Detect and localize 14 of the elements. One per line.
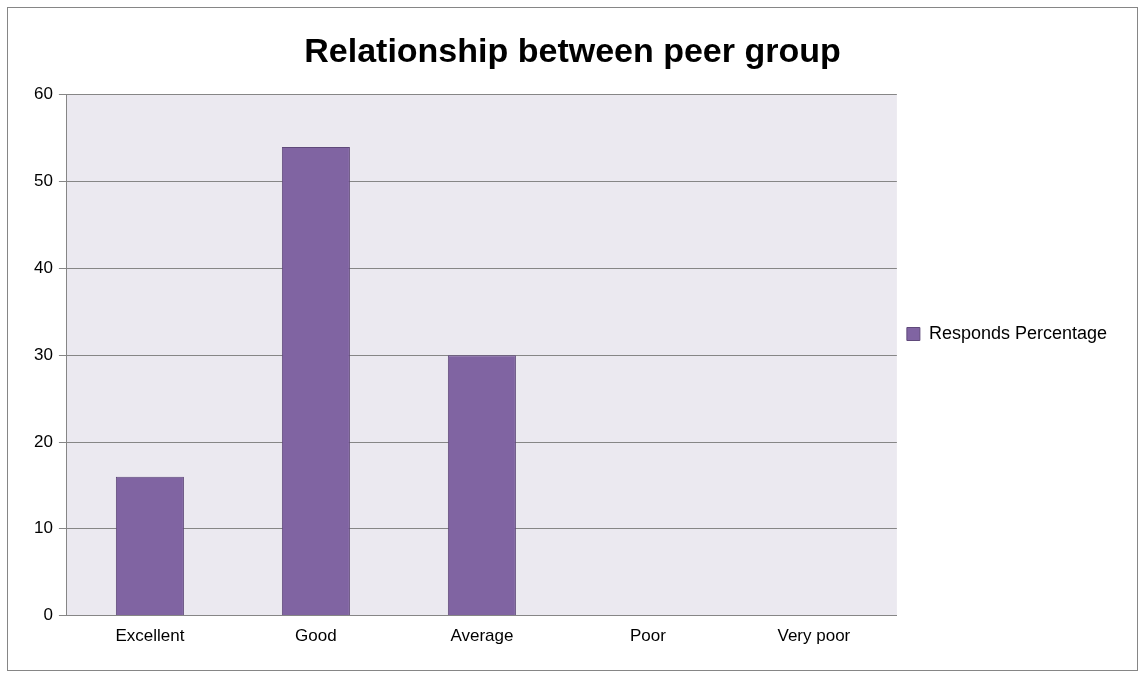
y-tick-label: 10 <box>33 518 53 538</box>
y-tick-label: 50 <box>33 171 53 191</box>
y-tick-label: 0 <box>43 605 53 625</box>
chart-title: Relationship between peer group <box>304 30 841 69</box>
x-tick-label: Poor <box>629 626 667 646</box>
x-tick-label: Good <box>295 626 337 646</box>
x-tick-label: Very poor <box>777 626 851 646</box>
x-tick-label: Excellent <box>115 626 185 646</box>
legend-label: Responds Percentage <box>928 322 1108 343</box>
y-tick-label: 60 <box>33 84 53 104</box>
y-tick-label: 30 <box>33 344 53 364</box>
x-tick-label: Average <box>450 626 514 646</box>
y-tick-label: 40 <box>33 258 53 278</box>
y-tick-label: 20 <box>33 431 53 451</box>
